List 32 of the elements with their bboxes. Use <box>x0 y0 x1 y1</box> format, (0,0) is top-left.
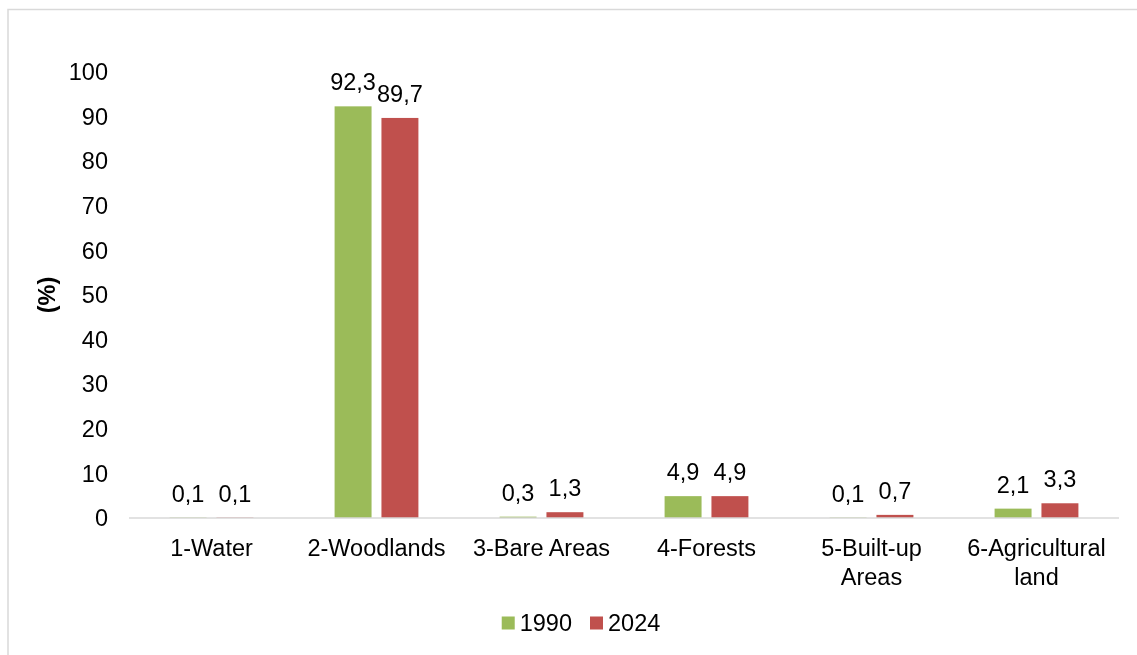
legend-label: 2024 <box>608 610 661 637</box>
y-tick-label: 0 <box>94 505 108 532</box>
y-tick-label: 50 <box>81 282 108 309</box>
x-tick-label: 2-Woodlands <box>307 535 446 561</box>
data-label: 0,1 <box>831 480 865 507</box>
y-tick-label: 70 <box>81 193 108 220</box>
data-label: 92,3 <box>330 69 376 96</box>
x-tick-label: 6-Agricultural land <box>967 535 1106 590</box>
x-tick-label: 5-Built-up Areas <box>821 535 922 590</box>
y-tick-label: 100 <box>68 59 108 86</box>
x-tick-label: 4-Forests <box>656 535 757 561</box>
y-axis-title: (%) <box>34 276 61 314</box>
y-tick-label: 10 <box>81 460 108 487</box>
data-label: 0,3 <box>501 479 535 506</box>
data-label: 89,7 <box>377 80 423 107</box>
y-tick-label: 40 <box>81 326 108 353</box>
data-label: 1,3 <box>548 475 582 502</box>
x-tick-label: 1-Water <box>170 535 254 561</box>
data-label: 3,3 <box>1043 466 1077 493</box>
legend-label: 1990 <box>519 610 572 637</box>
data-label: 2,1 <box>996 471 1030 498</box>
y-tick-label: 20 <box>81 416 108 443</box>
y-tick-label: 90 <box>81 103 108 130</box>
data-label: 4,9 <box>713 459 747 486</box>
y-tick-label: 60 <box>81 237 108 264</box>
data-label: 0,7 <box>878 477 912 504</box>
x-tick-label: 3-Bare Areas <box>472 535 611 561</box>
data-label: 0,1 <box>218 480 252 507</box>
data-label: 0,1 <box>171 480 205 507</box>
data-label: 4,9 <box>666 459 700 486</box>
y-tick-label: 80 <box>81 148 108 175</box>
y-tick-label: 30 <box>81 371 108 398</box>
